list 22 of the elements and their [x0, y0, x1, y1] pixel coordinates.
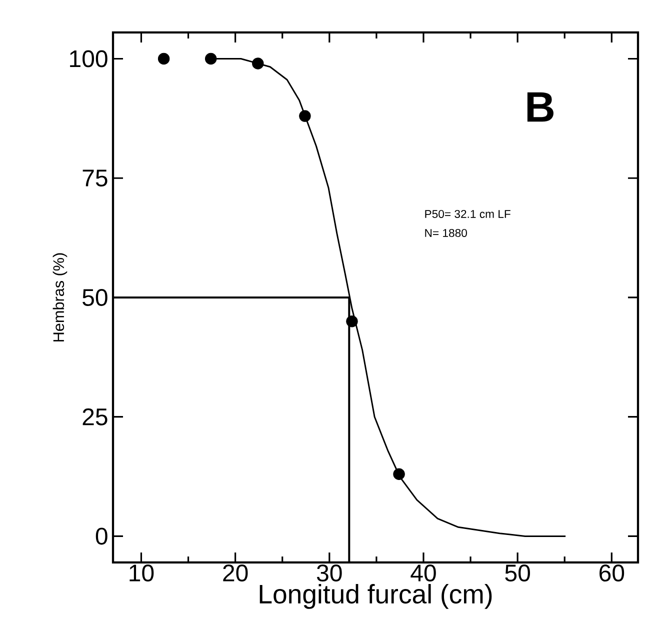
annotation: B — [527, 92, 554, 122]
annotation: P50= 32.1 cm LF — [425, 210, 510, 218]
x-tick-label: 30 — [316, 564, 342, 582]
y-axis-title: Hembras (%) — [52, 253, 68, 342]
x-tick-label: 10 — [130, 564, 154, 582]
point — [252, 58, 264, 70]
point — [158, 52, 170, 65]
x-tick-label: 40 — [410, 564, 436, 582]
x-tick-label: 20 — [223, 564, 248, 582]
x-axis-title: Longitud furcal (cm) — [260, 584, 492, 609]
y-tick-label: 0 — [96, 528, 108, 545]
y-tick-label: 75 — [82, 170, 108, 186]
y-tick-label: 100 — [70, 50, 108, 68]
point — [346, 315, 358, 328]
point — [204, 52, 217, 65]
y-tick-label: 25 — [82, 408, 108, 426]
annotation: N= 1880 — [425, 228, 467, 237]
point — [299, 110, 311, 122]
x-tick-label: 50 — [505, 564, 530, 582]
x-tick-label: 60 — [600, 564, 624, 582]
y-tick-label: 50 — [82, 288, 108, 306]
point — [393, 468, 405, 480]
